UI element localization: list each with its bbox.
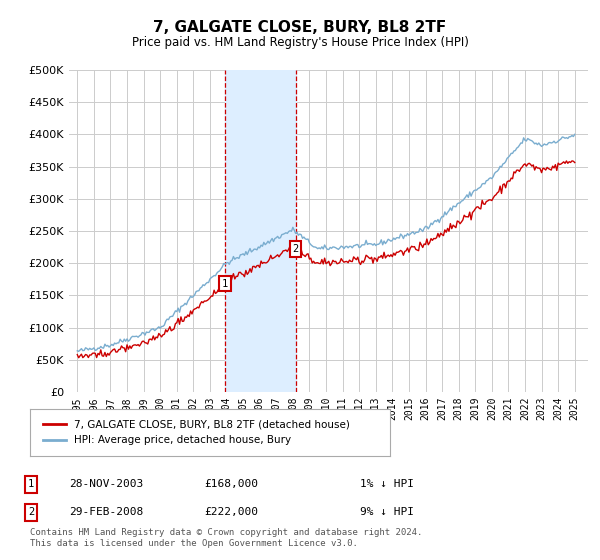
Text: 9% ↓ HPI: 9% ↓ HPI xyxy=(360,507,414,517)
Bar xyxy=(225,70,296,392)
Text: 1: 1 xyxy=(28,479,34,489)
Text: 1: 1 xyxy=(222,279,228,289)
Text: 28-NOV-2003: 28-NOV-2003 xyxy=(69,479,143,489)
Legend: 7, GALGATE CLOSE, BURY, BL8 2TF (detached house), HPI: Average price, detached h: 7, GALGATE CLOSE, BURY, BL8 2TF (detache… xyxy=(39,416,354,449)
Text: Price paid vs. HM Land Registry's House Price Index (HPI): Price paid vs. HM Land Registry's House … xyxy=(131,36,469,49)
Text: 2: 2 xyxy=(293,244,299,254)
Text: 2: 2 xyxy=(28,507,34,517)
Text: 1% ↓ HPI: 1% ↓ HPI xyxy=(360,479,414,489)
Text: 29-FEB-2008: 29-FEB-2008 xyxy=(69,507,143,517)
Text: Contains HM Land Registry data © Crown copyright and database right 2024.
This d: Contains HM Land Registry data © Crown c… xyxy=(30,528,422,548)
Text: 7, GALGATE CLOSE, BURY, BL8 2TF: 7, GALGATE CLOSE, BURY, BL8 2TF xyxy=(154,20,446,35)
Text: £168,000: £168,000 xyxy=(204,479,258,489)
Text: £222,000: £222,000 xyxy=(204,507,258,517)
